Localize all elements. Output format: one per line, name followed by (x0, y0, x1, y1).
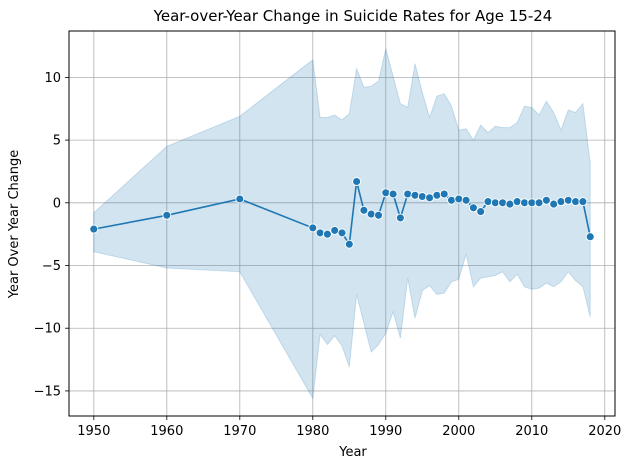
data-point (563, 195, 573, 205)
data-point (490, 198, 500, 208)
data-point (330, 225, 340, 235)
data-point (439, 189, 449, 199)
data-point (344, 239, 354, 249)
confidence-band-area (93, 48, 591, 400)
x-tick-label: 1990 (369, 424, 402, 439)
x-tick-label: 2000 (442, 424, 475, 439)
data-point (461, 195, 471, 205)
x-tick-label: 1960 (150, 424, 183, 439)
x-axis-ticks: 1950 1960 1970 1980 1990 2000 2010 2020 (77, 416, 621, 439)
series-points (89, 177, 595, 249)
y-tick-label: 0 (53, 196, 61, 211)
data-point (454, 194, 464, 204)
y-tick-label: −5 (42, 259, 61, 274)
data-point (476, 207, 486, 217)
data-point (315, 228, 325, 238)
data-point (432, 190, 442, 200)
x-tick-label: 1980 (296, 424, 329, 439)
data-point (556, 197, 566, 207)
y-axis-title: Year Over Year Change (7, 150, 22, 299)
y-tick-label: −15 (34, 384, 61, 399)
y-tick-label: 10 (44, 71, 61, 86)
chart-title: Year-over-Year Change in Suicide Rates f… (153, 7, 553, 25)
data-point (425, 193, 435, 203)
x-tick-label: 1970 (223, 424, 256, 439)
data-point (308, 223, 318, 233)
data-point (527, 198, 537, 208)
data-point (322, 229, 332, 239)
data-point (541, 195, 551, 205)
data-point (403, 189, 413, 199)
data-point (468, 203, 478, 213)
data-point (359, 205, 369, 215)
data-point (585, 232, 595, 242)
x-tick-label: 2010 (515, 424, 548, 439)
data-point (578, 197, 588, 207)
data-point (483, 197, 493, 207)
x-tick-label: 2020 (588, 424, 621, 439)
plot-frame (68, 30, 616, 417)
data-point (337, 228, 347, 238)
confidence-band (93, 48, 591, 400)
data-point (366, 209, 376, 219)
x-axis-title: Year (338, 445, 367, 460)
data-point (410, 190, 420, 200)
data-point (352, 177, 362, 186)
data-point (235, 194, 245, 204)
x-tick-label: 1950 (77, 424, 110, 439)
data-point (162, 210, 172, 220)
data-point (417, 192, 427, 201)
data-point (395, 213, 405, 223)
data-point (571, 197, 581, 207)
data-point (89, 224, 99, 234)
y-tick-label: 5 (53, 134, 61, 149)
data-point (534, 198, 544, 208)
data-point (512, 197, 522, 207)
grid-lines (69, 31, 615, 416)
y-axis-ticks: −15 −10 −5 0 5 10 (34, 71, 69, 399)
data-point (520, 198, 529, 208)
data-point (381, 188, 391, 198)
data-point (374, 210, 383, 220)
data-point (388, 189, 398, 199)
y-tick-label: −10 (34, 322, 61, 337)
data-point (549, 199, 559, 209)
data-point (505, 199, 515, 209)
data-point (498, 198, 508, 208)
data-point (447, 195, 456, 205)
